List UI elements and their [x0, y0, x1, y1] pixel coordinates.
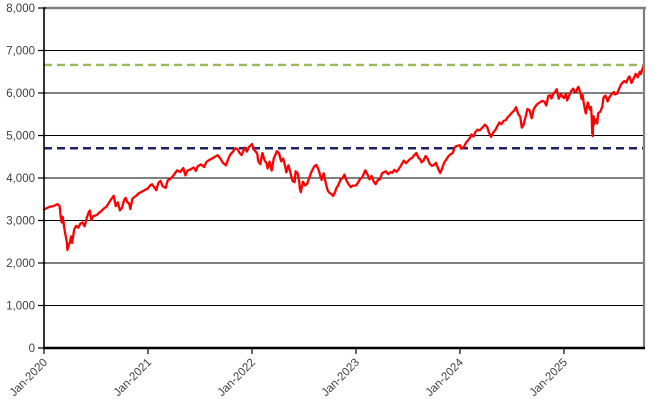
y-axis-label: 5,000 — [6, 131, 35, 143]
x-axis-labels: Jan-2020 Jan-2021 Jan-2022 Jan-2023 Jan-2024… — [8, 356, 570, 399]
x-axis-label: Jan-2024 — [424, 356, 467, 399]
series-lines — [42, 63, 646, 252]
x-axis-label: Jan-2021 — [112, 357, 154, 399]
x-axis-label: Jan-2022 — [216, 357, 258, 399]
reference-lines — [44, 63, 644, 150]
axis-ticks — [38, 7, 565, 354]
x-axis-label: Jan-2025 — [528, 357, 570, 399]
y-axis-label: 6,000 — [6, 88, 35, 100]
index-price-line — [42, 63, 646, 252]
gridlines — [44, 50, 644, 306]
y-axis-labels: 0 1,000 2,000 3,000 4,000 5,000 6,000 7,000 8,00… — [6, 3, 35, 355]
y-axis-label: 8,000 — [6, 3, 35, 15]
x-axis-label: Jan-2023 — [320, 357, 362, 399]
y-axis-label: 2,000 — [6, 258, 35, 270]
y-axis-label: 4,000 — [6, 173, 35, 185]
y-axis-label: 7,000 — [6, 46, 35, 58]
y-axis-label: 1,000 — [6, 301, 35, 313]
y-axis-label: 3,000 — [6, 216, 35, 228]
x-axis-label: Jan-2020 — [8, 357, 50, 399]
y-axis-label: 0 — [29, 343, 35, 355]
